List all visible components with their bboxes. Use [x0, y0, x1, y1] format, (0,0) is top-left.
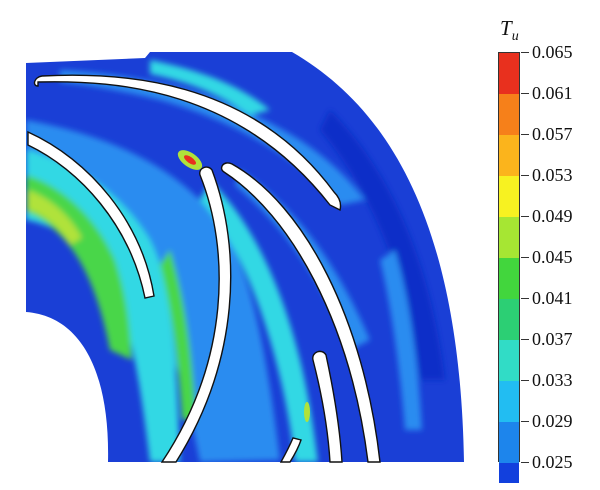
colorbar-tick-label: 0.025	[532, 452, 573, 472]
contour-band-green-2	[160, 250, 196, 420]
blade-4	[220, 162, 381, 463]
colorbar-tick	[521, 380, 529, 381]
contour-band-top-cyan	[150, 60, 270, 115]
contour-band-deep	[320, 110, 445, 380]
colorbar-tick	[521, 421, 529, 422]
contour-hotspot-red	[184, 155, 196, 165]
colorbar-band	[499, 422, 519, 463]
colorbar-tick	[521, 339, 529, 340]
hub-cutout	[26, 312, 109, 462]
colorbar-tick	[521, 216, 529, 217]
colorbar-tick	[521, 298, 529, 299]
colorbar-tick-label: 0.041	[532, 288, 573, 308]
colorbar-band	[499, 176, 519, 217]
blade-5	[312, 350, 343, 463]
colorbar-band	[499, 299, 519, 340]
colorbar-tick-label: 0.061	[532, 83, 573, 103]
colorbar-band	[499, 340, 519, 381]
contour-band-cyan-2	[200, 180, 318, 462]
colorbar	[498, 52, 520, 483]
colorbar-band	[499, 463, 519, 483]
blade-1	[33, 74, 342, 212]
legend-title: Tu	[500, 16, 519, 45]
colorbar-band	[499, 217, 519, 258]
contour-hotspot-secondary	[304, 402, 310, 422]
colorbar-tick-label: 0.049	[532, 206, 573, 226]
colorbar-band	[499, 135, 519, 176]
blade-3	[160, 166, 232, 463]
colorbar-tick	[521, 134, 529, 135]
colorbar-tick-label: 0.053	[532, 165, 573, 185]
colorbar-tick	[521, 462, 529, 463]
turbulence-contour-plot	[26, 52, 464, 463]
colorbar-tick	[521, 52, 529, 53]
legend-subscript: u	[511, 29, 519, 45]
colorbar-tick	[521, 175, 529, 176]
colorbar-band	[499, 94, 519, 135]
contour-band-right-light	[380, 250, 422, 430]
legend-symbol: T	[500, 16, 512, 40]
contour-band-yellow-green	[28, 190, 82, 245]
colorbar-tick-label: 0.057	[532, 124, 573, 144]
colorbar-tick-label: 0.037	[532, 329, 573, 349]
colorbar-tick	[521, 257, 529, 258]
colorbar-band	[499, 381, 519, 422]
colorbar-tick-label: 0.045	[532, 247, 573, 267]
colorbar-band	[499, 53, 519, 94]
colorbar-tick-label: 0.029	[532, 411, 573, 431]
colorbar-band	[499, 258, 519, 299]
colorbar-tick	[521, 93, 529, 94]
colorbar-tick-label: 0.065	[532, 42, 573, 62]
blade-2	[27, 130, 155, 299]
blade-6	[279, 437, 302, 463]
colorbar-tick-label: 0.033	[532, 370, 573, 390]
